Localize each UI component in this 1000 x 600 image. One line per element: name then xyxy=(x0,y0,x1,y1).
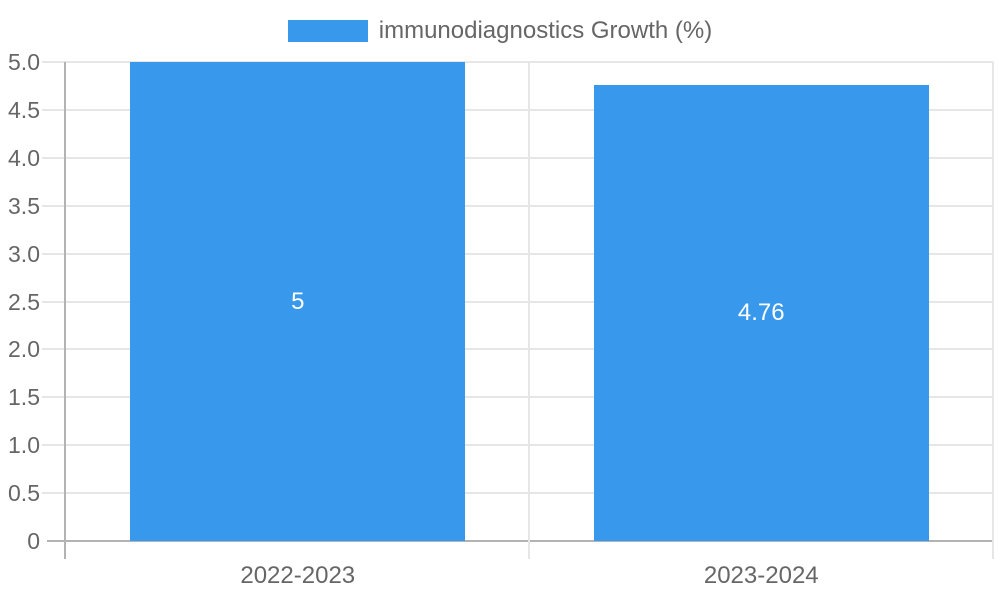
x-tick-label: 2023-2024 xyxy=(703,562,819,589)
y-tick-label: 0 xyxy=(27,528,40,554)
y-gridline xyxy=(42,61,993,63)
y-gridline xyxy=(42,444,993,447)
y-gridline xyxy=(42,492,993,495)
y-tick-label: 2.5 xyxy=(8,288,40,315)
y-gridline xyxy=(42,300,993,303)
y-gridline xyxy=(42,348,993,351)
y-gridline xyxy=(42,108,993,111)
legend-swatch xyxy=(287,20,368,42)
bar[interactable] xyxy=(130,62,466,541)
y-axis-line xyxy=(64,62,66,559)
category-separator xyxy=(991,62,994,559)
legend-label: immunodiagnostics Growth (%) xyxy=(378,17,713,44)
bar-value-label: 4.76 xyxy=(737,298,785,326)
y-tick-label: 2.0 xyxy=(8,336,40,363)
bar-value-label: 5 xyxy=(291,287,305,315)
y-gridline xyxy=(42,156,993,159)
category-separator xyxy=(528,62,530,559)
y-tick-label: 5.0 xyxy=(8,49,40,75)
x-axis-baseline xyxy=(47,540,993,542)
y-gridline xyxy=(42,396,993,399)
legend[interactable]: immunodiagnostics Growth (%) xyxy=(0,17,1000,45)
y-tick-label: 4.5 xyxy=(8,96,40,123)
y-gridline xyxy=(42,252,993,255)
x-tick-label: 2022-2023 xyxy=(240,562,356,589)
y-tick-label: 0.5 xyxy=(8,480,40,507)
bar[interactable] xyxy=(593,84,929,541)
y-tick-label: 3.0 xyxy=(8,240,40,267)
y-tick-label: 3.5 xyxy=(8,192,40,219)
y-tick-label: 1.0 xyxy=(8,432,40,459)
y-tick-label: 4.0 xyxy=(8,144,40,171)
y-gridline xyxy=(42,204,993,207)
y-tick-label: 1.5 xyxy=(8,384,40,411)
